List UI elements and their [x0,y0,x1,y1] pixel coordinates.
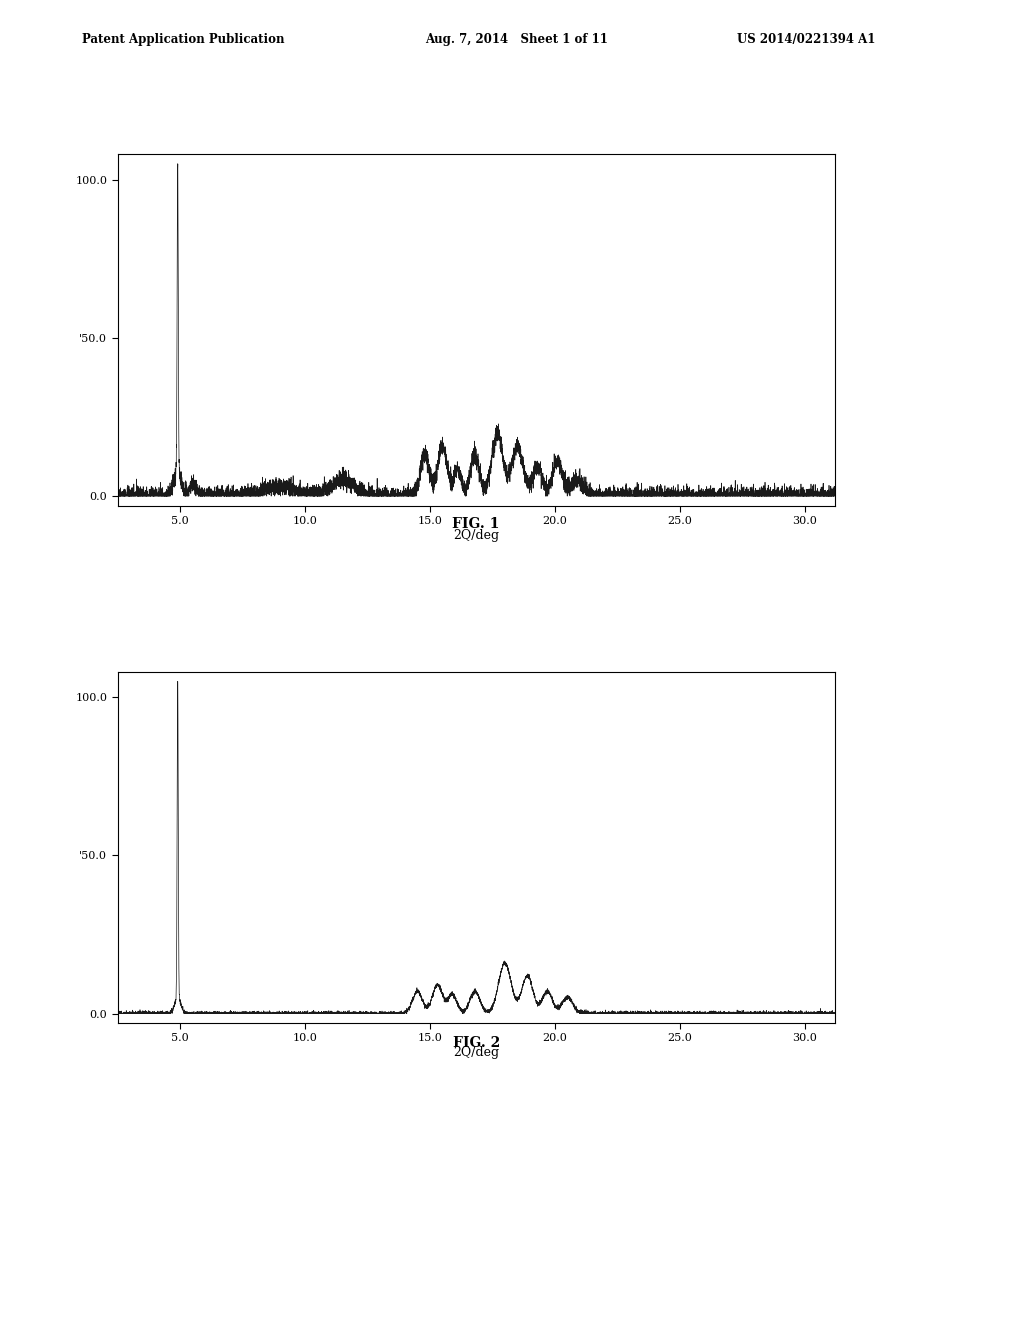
X-axis label: 2Q/deg: 2Q/deg [453,529,500,541]
Text: US 2014/0221394 A1: US 2014/0221394 A1 [737,33,876,46]
Text: Patent Application Publication: Patent Application Publication [82,33,285,46]
Text: FIG. 1: FIG. 1 [453,517,500,532]
X-axis label: 2Q/deg: 2Q/deg [453,1047,500,1059]
Text: Aug. 7, 2014   Sheet 1 of 11: Aug. 7, 2014 Sheet 1 of 11 [425,33,608,46]
Text: FIG. 2: FIG. 2 [453,1036,500,1051]
